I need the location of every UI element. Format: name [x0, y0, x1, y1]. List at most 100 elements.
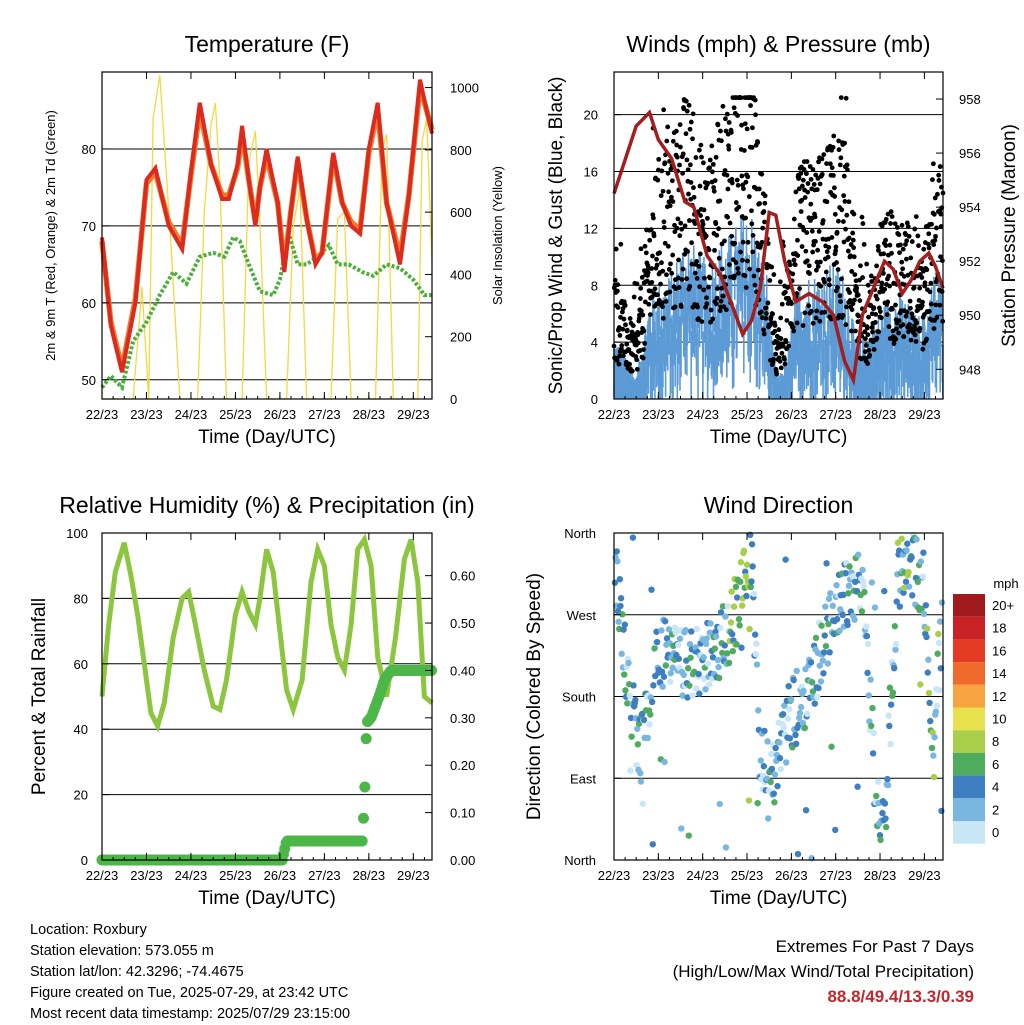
direction-point: [822, 642, 830, 650]
gust-point: [777, 279, 783, 285]
direction-point: [820, 670, 827, 677]
gust-point: [928, 301, 934, 307]
direction-point: [667, 670, 674, 677]
gust-point: [690, 111, 696, 117]
gust-point: [673, 128, 679, 134]
y-tick-label: 70: [82, 219, 96, 234]
y-tick-label: 0: [81, 853, 88, 868]
direction-point: [622, 687, 629, 694]
gust-point: [696, 263, 702, 269]
direction-point: [749, 563, 756, 570]
gust-point: [819, 171, 825, 177]
gust-point: [704, 295, 709, 301]
gust-point: [843, 226, 848, 232]
direction-point: [685, 832, 692, 839]
gust-point: [877, 309, 883, 314]
direction-point: [900, 584, 908, 592]
gust-point: [926, 245, 932, 251]
x-tick-label: 27/23: [308, 407, 341, 422]
gust-point: [756, 186, 762, 192]
direction-point: [917, 558, 925, 565]
pressure-line: [612, 109, 945, 387]
direction-point: [617, 602, 624, 610]
y-axis-label: 2m & 9m T (Red, Orange) & 2m Td (Green): [43, 110, 58, 361]
y-tick-label: 16: [584, 165, 598, 180]
direction-point: [627, 714, 635, 722]
gust-point: [855, 292, 861, 298]
gust-point: [818, 283, 824, 289]
gust-point: [865, 282, 871, 288]
gust-point: [808, 201, 814, 207]
gust-point: [732, 240, 738, 246]
gust-point: [814, 187, 820, 193]
direction-point: [819, 657, 827, 664]
direction-point: [616, 575, 624, 583]
gust-point: [698, 142, 704, 148]
x-tick-label: 27/23: [819, 868, 852, 883]
gust-point: [662, 240, 668, 246]
colorbar-swatch: [953, 730, 985, 753]
gust-point: [684, 108, 690, 114]
gust-point: [847, 290, 852, 295]
direction-point: [827, 590, 834, 597]
x-tick-label: 25/23: [731, 407, 764, 422]
direction-point: [854, 783, 861, 790]
gust-point: [767, 278, 773, 283]
gust-point: [687, 126, 693, 132]
gust-point: [808, 176, 814, 182]
gust-point: [619, 343, 625, 348]
gust-point: [876, 247, 881, 253]
direction-point: [662, 662, 669, 669]
gust-point: [917, 325, 923, 331]
gust-point: [845, 248, 851, 254]
gust-point: [896, 330, 902, 336]
gust-point: [938, 254, 943, 260]
gust-point: [719, 285, 725, 291]
gust-point: [935, 191, 940, 197]
gust-point: [660, 268, 666, 274]
gust-point: [762, 193, 768, 199]
x-tick-label: 22/23: [598, 407, 631, 422]
direction-point: [886, 722, 893, 730]
direction-point: [753, 640, 760, 647]
direction-point: [618, 650, 625, 658]
gust-point: [613, 246, 619, 252]
direction-point: [649, 841, 656, 848]
direction-point: [933, 702, 941, 710]
gust-point: [839, 276, 844, 282]
direction-point: [873, 792, 880, 800]
direction-point: [839, 611, 846, 619]
direction-point: [709, 654, 717, 661]
colorbar-swatch: [953, 616, 985, 640]
gust-point: [792, 262, 798, 268]
gust-point: [810, 249, 816, 255]
gust-point: [636, 316, 642, 321]
gust-point: [863, 343, 869, 348]
direction-point: [614, 558, 621, 565]
y-tick-label: 20: [74, 788, 88, 803]
gust-point: [793, 189, 799, 195]
gust-point: [863, 336, 868, 342]
gust-point: [621, 316, 627, 322]
y2-tick-label: 600: [450, 205, 472, 220]
direction-point: [653, 638, 661, 646]
direction-point: [864, 640, 872, 648]
direction-point: [776, 754, 784, 762]
direction-point: [799, 719, 807, 727]
direction-point: [617, 595, 625, 602]
gust-point: [762, 200, 768, 206]
gust-point: [883, 243, 889, 248]
gust-point: [666, 189, 672, 195]
colorbar-swatch: [953, 594, 985, 617]
direction-point: [693, 625, 701, 633]
gust-point: [809, 228, 815, 234]
direction-point: [760, 763, 768, 770]
direction-point: [809, 679, 816, 686]
gust-point: [705, 284, 711, 290]
gust-point: [669, 270, 675, 276]
x-tick-label: 25/23: [219, 407, 252, 422]
direction-point: [696, 690, 703, 697]
gust-point: [624, 341, 630, 347]
direction-point: [748, 541, 756, 548]
y-tick-label: 8: [591, 278, 598, 293]
